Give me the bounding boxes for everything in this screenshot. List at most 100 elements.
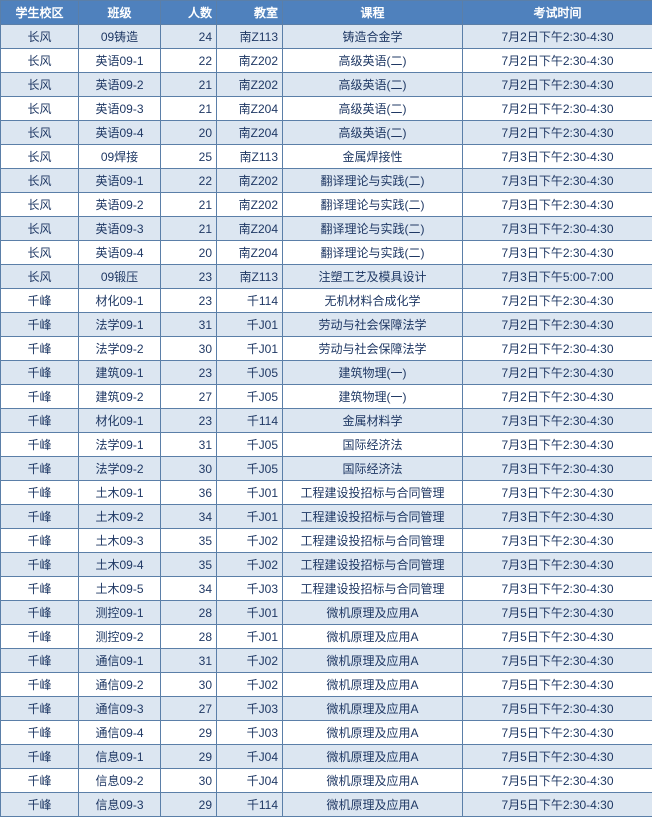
cell-time: 7月2日下午2:30-4:30 <box>463 289 652 313</box>
header-row: 学生校区 班级 人数 教室 课程 考试时间 <box>1 1 652 25</box>
cell-room: 南Z202 <box>217 49 283 73</box>
cell-campus: 千峰 <box>1 649 79 673</box>
cell-class: 09锻压 <box>79 265 161 289</box>
cell-course: 工程建设投招标与合同管理 <box>283 481 463 505</box>
cell-campus: 千峰 <box>1 337 79 361</box>
cell-class: 英语09-3 <box>79 217 161 241</box>
cell-course: 无机材料合成化学 <box>283 289 463 313</box>
table-row: 千峰信息09-329千114微机原理及应用A7月5日下午2:30-4:30 <box>1 793 652 817</box>
cell-time: 7月2日下午2:30-4:30 <box>463 97 652 121</box>
table-row: 千峰测控09-128千J01微机原理及应用A7月5日下午2:30-4:30 <box>1 601 652 625</box>
cell-count: 35 <box>161 529 217 553</box>
cell-count: 22 <box>161 169 217 193</box>
cell-campus: 千峰 <box>1 745 79 769</box>
cell-time: 7月2日下午2:30-4:30 <box>463 49 652 73</box>
cell-class: 信息09-2 <box>79 769 161 793</box>
cell-course: 铸造合金学 <box>283 25 463 49</box>
table-row: 千峰建筑09-227千J05建筑物理(一)7月2日下午2:30-4:30 <box>1 385 652 409</box>
cell-room: 南Z204 <box>217 97 283 121</box>
cell-count: 36 <box>161 481 217 505</box>
cell-course: 国际经济法 <box>283 457 463 481</box>
cell-class: 英语09-2 <box>79 73 161 97</box>
table-row: 长风英语09-420南Z204高级英语(二)7月2日下午2:30-4:30 <box>1 121 652 145</box>
table-row: 长风英语09-221南Z202翻译理论与实践(二)7月3日下午2:30-4:30 <box>1 193 652 217</box>
table-body: 长风09铸造24南Z113铸造合金学7月2日下午2:30-4:30长风英语09-… <box>1 25 652 817</box>
cell-count: 24 <box>161 25 217 49</box>
cell-room: 千J03 <box>217 697 283 721</box>
cell-time: 7月3日下午2:30-4:30 <box>463 577 652 601</box>
table-row: 长风英语09-122南Z202翻译理论与实践(二)7月3日下午2:30-4:30 <box>1 169 652 193</box>
cell-course: 微机原理及应用A <box>283 745 463 769</box>
table-row: 千峰测控09-228千J01微机原理及应用A7月5日下午2:30-4:30 <box>1 625 652 649</box>
cell-course: 工程建设投招标与合同管理 <box>283 553 463 577</box>
cell-room: 南Z204 <box>217 241 283 265</box>
cell-room: 千J01 <box>217 481 283 505</box>
cell-count: 30 <box>161 457 217 481</box>
cell-course: 翻译理论与实践(二) <box>283 169 463 193</box>
cell-campus: 千峰 <box>1 601 79 625</box>
header-campus: 学生校区 <box>1 1 79 25</box>
cell-room: 千114 <box>217 409 283 433</box>
cell-count: 21 <box>161 193 217 217</box>
cell-room: 千J04 <box>217 745 283 769</box>
table-row: 长风英语09-221南Z202高级英语(二)7月2日下午2:30-4:30 <box>1 73 652 97</box>
cell-time: 7月3日下午2:30-4:30 <box>463 457 652 481</box>
cell-count: 31 <box>161 433 217 457</box>
cell-class: 土木09-1 <box>79 481 161 505</box>
cell-campus: 千峰 <box>1 577 79 601</box>
cell-time: 7月5日下午2:30-4:30 <box>463 649 652 673</box>
cell-campus: 千峰 <box>1 361 79 385</box>
cell-campus: 千峰 <box>1 385 79 409</box>
cell-room: 千J03 <box>217 577 283 601</box>
cell-count: 21 <box>161 97 217 121</box>
cell-class: 通信09-1 <box>79 649 161 673</box>
cell-course: 建筑物理(一) <box>283 385 463 409</box>
cell-course: 翻译理论与实践(二) <box>283 241 463 265</box>
cell-time: 7月3日下午5:00-7:00 <box>463 265 652 289</box>
cell-count: 30 <box>161 769 217 793</box>
cell-room: 南Z113 <box>217 145 283 169</box>
table-row: 千峰土木09-234千J01工程建设投招标与合同管理7月3日下午2:30-4:3… <box>1 505 652 529</box>
cell-course: 微机原理及应用A <box>283 793 463 817</box>
cell-room: 千114 <box>217 289 283 313</box>
cell-class: 测控09-1 <box>79 601 161 625</box>
cell-course: 高级英语(二) <box>283 49 463 73</box>
cell-class: 09焊接 <box>79 145 161 169</box>
cell-course: 微机原理及应用A <box>283 769 463 793</box>
cell-time: 7月5日下午2:30-4:30 <box>463 673 652 697</box>
cell-course: 劳动与社会保障法学 <box>283 337 463 361</box>
cell-room: 千J02 <box>217 649 283 673</box>
header-room: 教室 <box>217 1 283 25</box>
cell-time: 7月5日下午2:30-4:30 <box>463 745 652 769</box>
cell-course: 工程建设投招标与合同管理 <box>283 529 463 553</box>
cell-campus: 千峰 <box>1 697 79 721</box>
table-row: 千峰材化09-123千114金属材料学7月3日下午2:30-4:30 <box>1 409 652 433</box>
cell-room: 南Z202 <box>217 193 283 217</box>
cell-course: 高级英语(二) <box>283 73 463 97</box>
cell-campus: 长风 <box>1 193 79 217</box>
cell-class: 通信09-4 <box>79 721 161 745</box>
cell-course: 工程建设投招标与合同管理 <box>283 505 463 529</box>
cell-room: 千J04 <box>217 769 283 793</box>
cell-time: 7月3日下午2:30-4:30 <box>463 505 652 529</box>
cell-campus: 长风 <box>1 265 79 289</box>
cell-count: 21 <box>161 217 217 241</box>
cell-count: 25 <box>161 145 217 169</box>
cell-campus: 千峰 <box>1 409 79 433</box>
cell-time: 7月2日下午2:30-4:30 <box>463 313 652 337</box>
cell-time: 7月3日下午2:30-4:30 <box>463 241 652 265</box>
cell-class: 英语09-1 <box>79 49 161 73</box>
cell-class: 英语09-4 <box>79 241 161 265</box>
cell-time: 7月3日下午2:30-4:30 <box>463 409 652 433</box>
cell-class: 法学09-1 <box>79 313 161 337</box>
table-row: 千峰土木09-335千J02工程建设投招标与合同管理7月3日下午2:30-4:3… <box>1 529 652 553</box>
cell-campus: 长风 <box>1 121 79 145</box>
cell-room: 千J01 <box>217 601 283 625</box>
cell-time: 7月3日下午2:30-4:30 <box>463 169 652 193</box>
cell-course: 注塑工艺及模具设计 <box>283 265 463 289</box>
table-row: 长风09铸造24南Z113铸造合金学7月2日下午2:30-4:30 <box>1 25 652 49</box>
table-row: 千峰土木09-136千J01工程建设投招标与合同管理7月3日下午2:30-4:3… <box>1 481 652 505</box>
header-count: 人数 <box>161 1 217 25</box>
cell-campus: 长风 <box>1 217 79 241</box>
table-row: 千峰材化09-123千114无机材料合成化学7月2日下午2:30-4:30 <box>1 289 652 313</box>
